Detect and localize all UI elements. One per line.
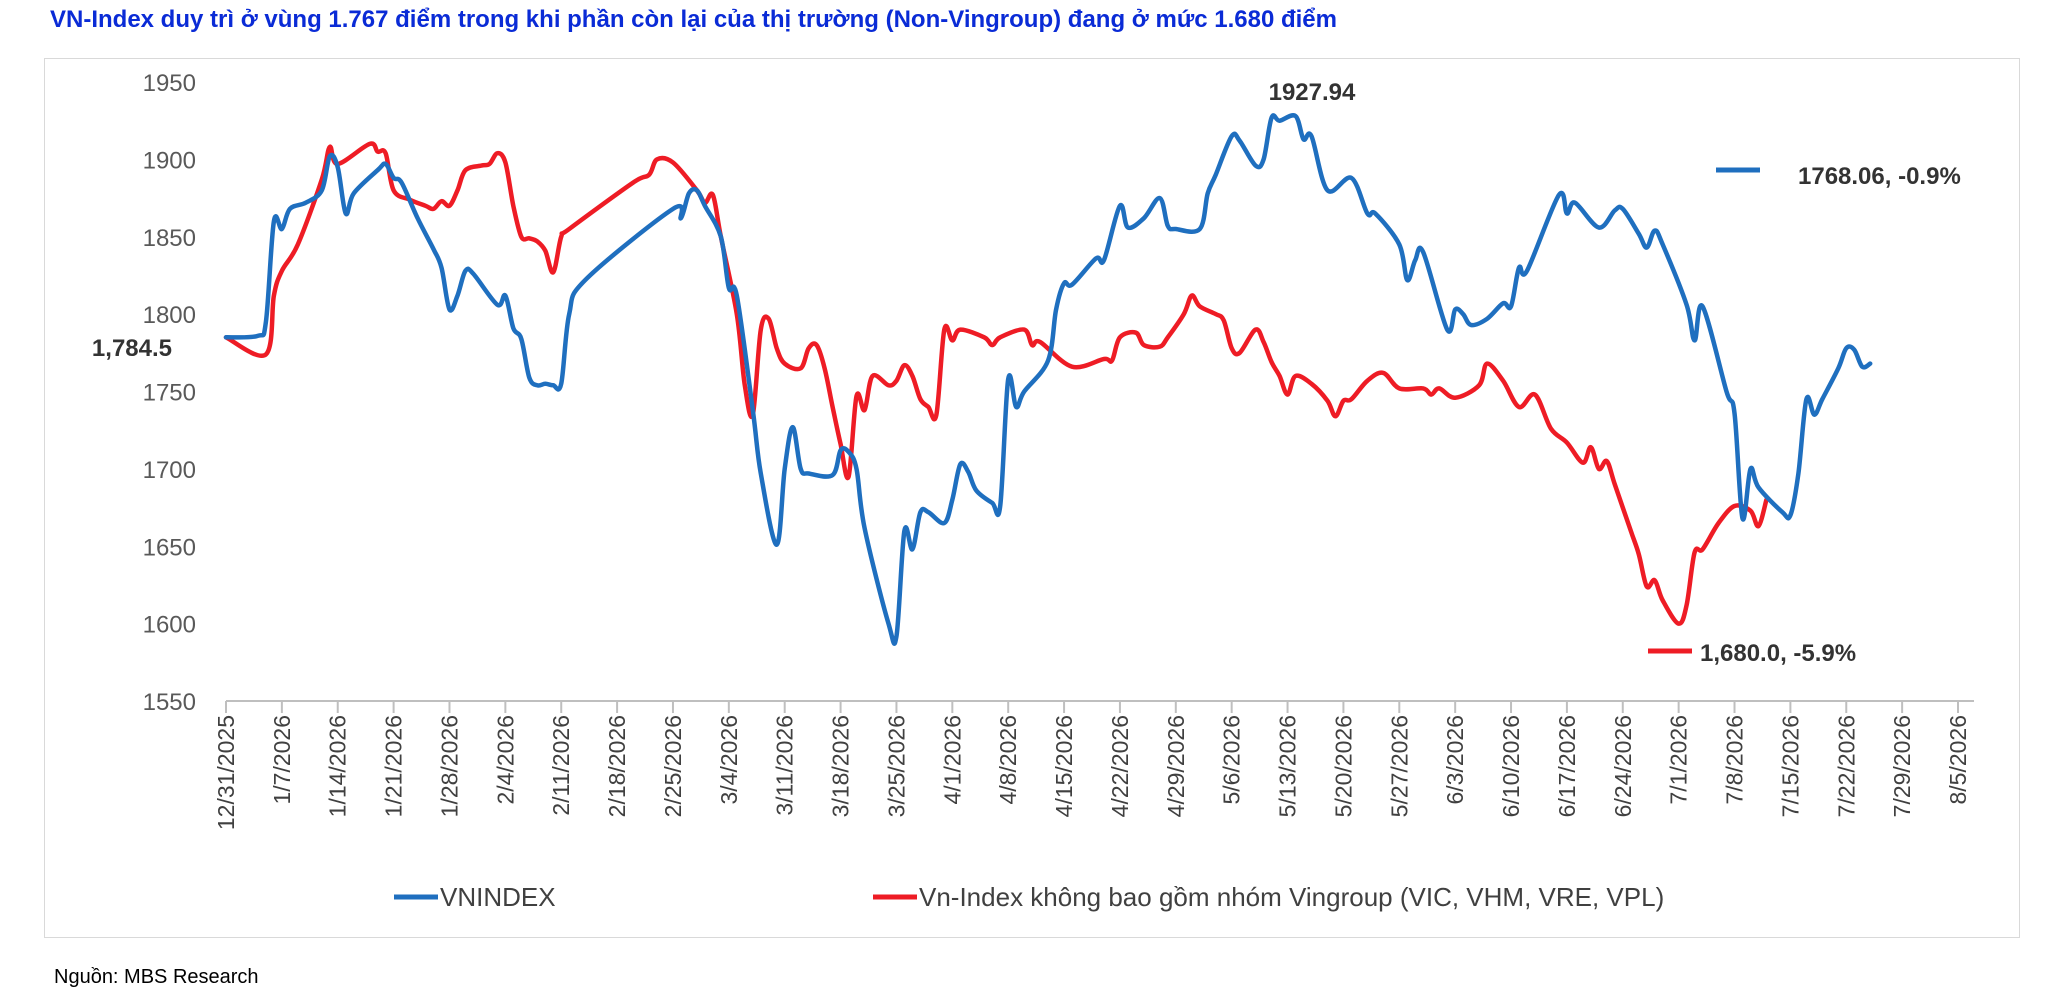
x-tick-label: 7/29/2026 [1889,715,1915,817]
x-tick-label: 6/17/2026 [1554,715,1580,817]
y-tick-label: 1950 [143,70,196,97]
x-tick-label: 4/29/2026 [1163,715,1189,817]
x-tick-label: 7/8/2026 [1722,715,1748,805]
chart-title: VN-Index duy trì ở vùng 1.767 điểm trong… [50,6,1337,33]
x-tick-label: 6/3/2026 [1442,715,1468,805]
x-tick-label: 1/14/2026 [325,715,351,817]
y-tick-label: 1550 [143,689,196,716]
x-tick-label: 6/10/2026 [1498,715,1524,817]
vnindex-series-line [223,113,1873,646]
y-tick-label: 1650 [143,534,196,561]
y-tick-label: 1700 [143,457,196,484]
x-tick-label: 5/27/2026 [1386,715,1412,817]
x-tick-label: 8/5/2026 [1945,715,1971,805]
x-tick-label: 1/21/2026 [381,715,407,817]
peak-value-label: 1927.94 [1269,79,1356,106]
x-tick-label: 2/18/2026 [604,715,630,817]
x-tick-label: 4/15/2026 [1051,715,1077,817]
x-tick-label: 2/4/2026 [492,715,518,805]
x-tick-label: 12/31/2025 [213,715,239,830]
chart-frame [44,58,2020,938]
y-tick-label: 1600 [143,612,196,639]
y-tick-label: 1900 [143,147,196,174]
y-tick-label: 1850 [143,225,196,252]
x-tick-label: 3/11/2026 [772,715,798,816]
x-tick-label: 4/1/2026 [939,715,965,805]
legend-non-vingroup-label: Vn-Index không bao gồm nhóm Vingroup (VI… [919,882,1664,912]
x-tick-label: 6/24/2026 [1610,715,1636,817]
x-tick-label: 7/22/2026 [1833,715,1859,817]
y-tick-label: 1750 [143,380,196,407]
start-value-label: 1,784.5 [92,335,172,362]
x-tick-label: 2/25/2026 [660,715,686,817]
x-tick-label: 3/18/2026 [828,715,854,817]
non-vingroup-series-line [223,141,1769,626]
x-tick-label: 4/22/2026 [1107,715,1133,817]
y-tick-label: 1800 [143,302,196,329]
x-tick-label: 4/8/2026 [995,715,1021,805]
vnindex-end-label: 1768.06, -0.9% [1798,163,1961,190]
x-tick-label: 7/1/2026 [1666,715,1692,805]
legend-vnindex-label: VNINDEX [440,882,556,912]
x-tick-label: 7/15/2026 [1777,715,1803,817]
x-tick-label: 5/6/2026 [1219,715,1245,805]
x-tick-label: 5/13/2026 [1275,715,1301,817]
x-tick-label: 3/25/2026 [883,715,909,817]
x-tick-label: 1/7/2026 [269,715,295,805]
source-note: Nguồn: MBS Research [54,966,259,988]
x-tick-label: 1/28/2026 [436,715,462,817]
non-vingroup-end-label: 1,680.0, -5.9% [1700,640,1856,667]
x-tick-label: 5/20/2026 [1330,715,1356,817]
x-tick-label: 2/11/2026 [548,715,574,816]
x-tick-label: 3/4/2026 [716,715,742,805]
